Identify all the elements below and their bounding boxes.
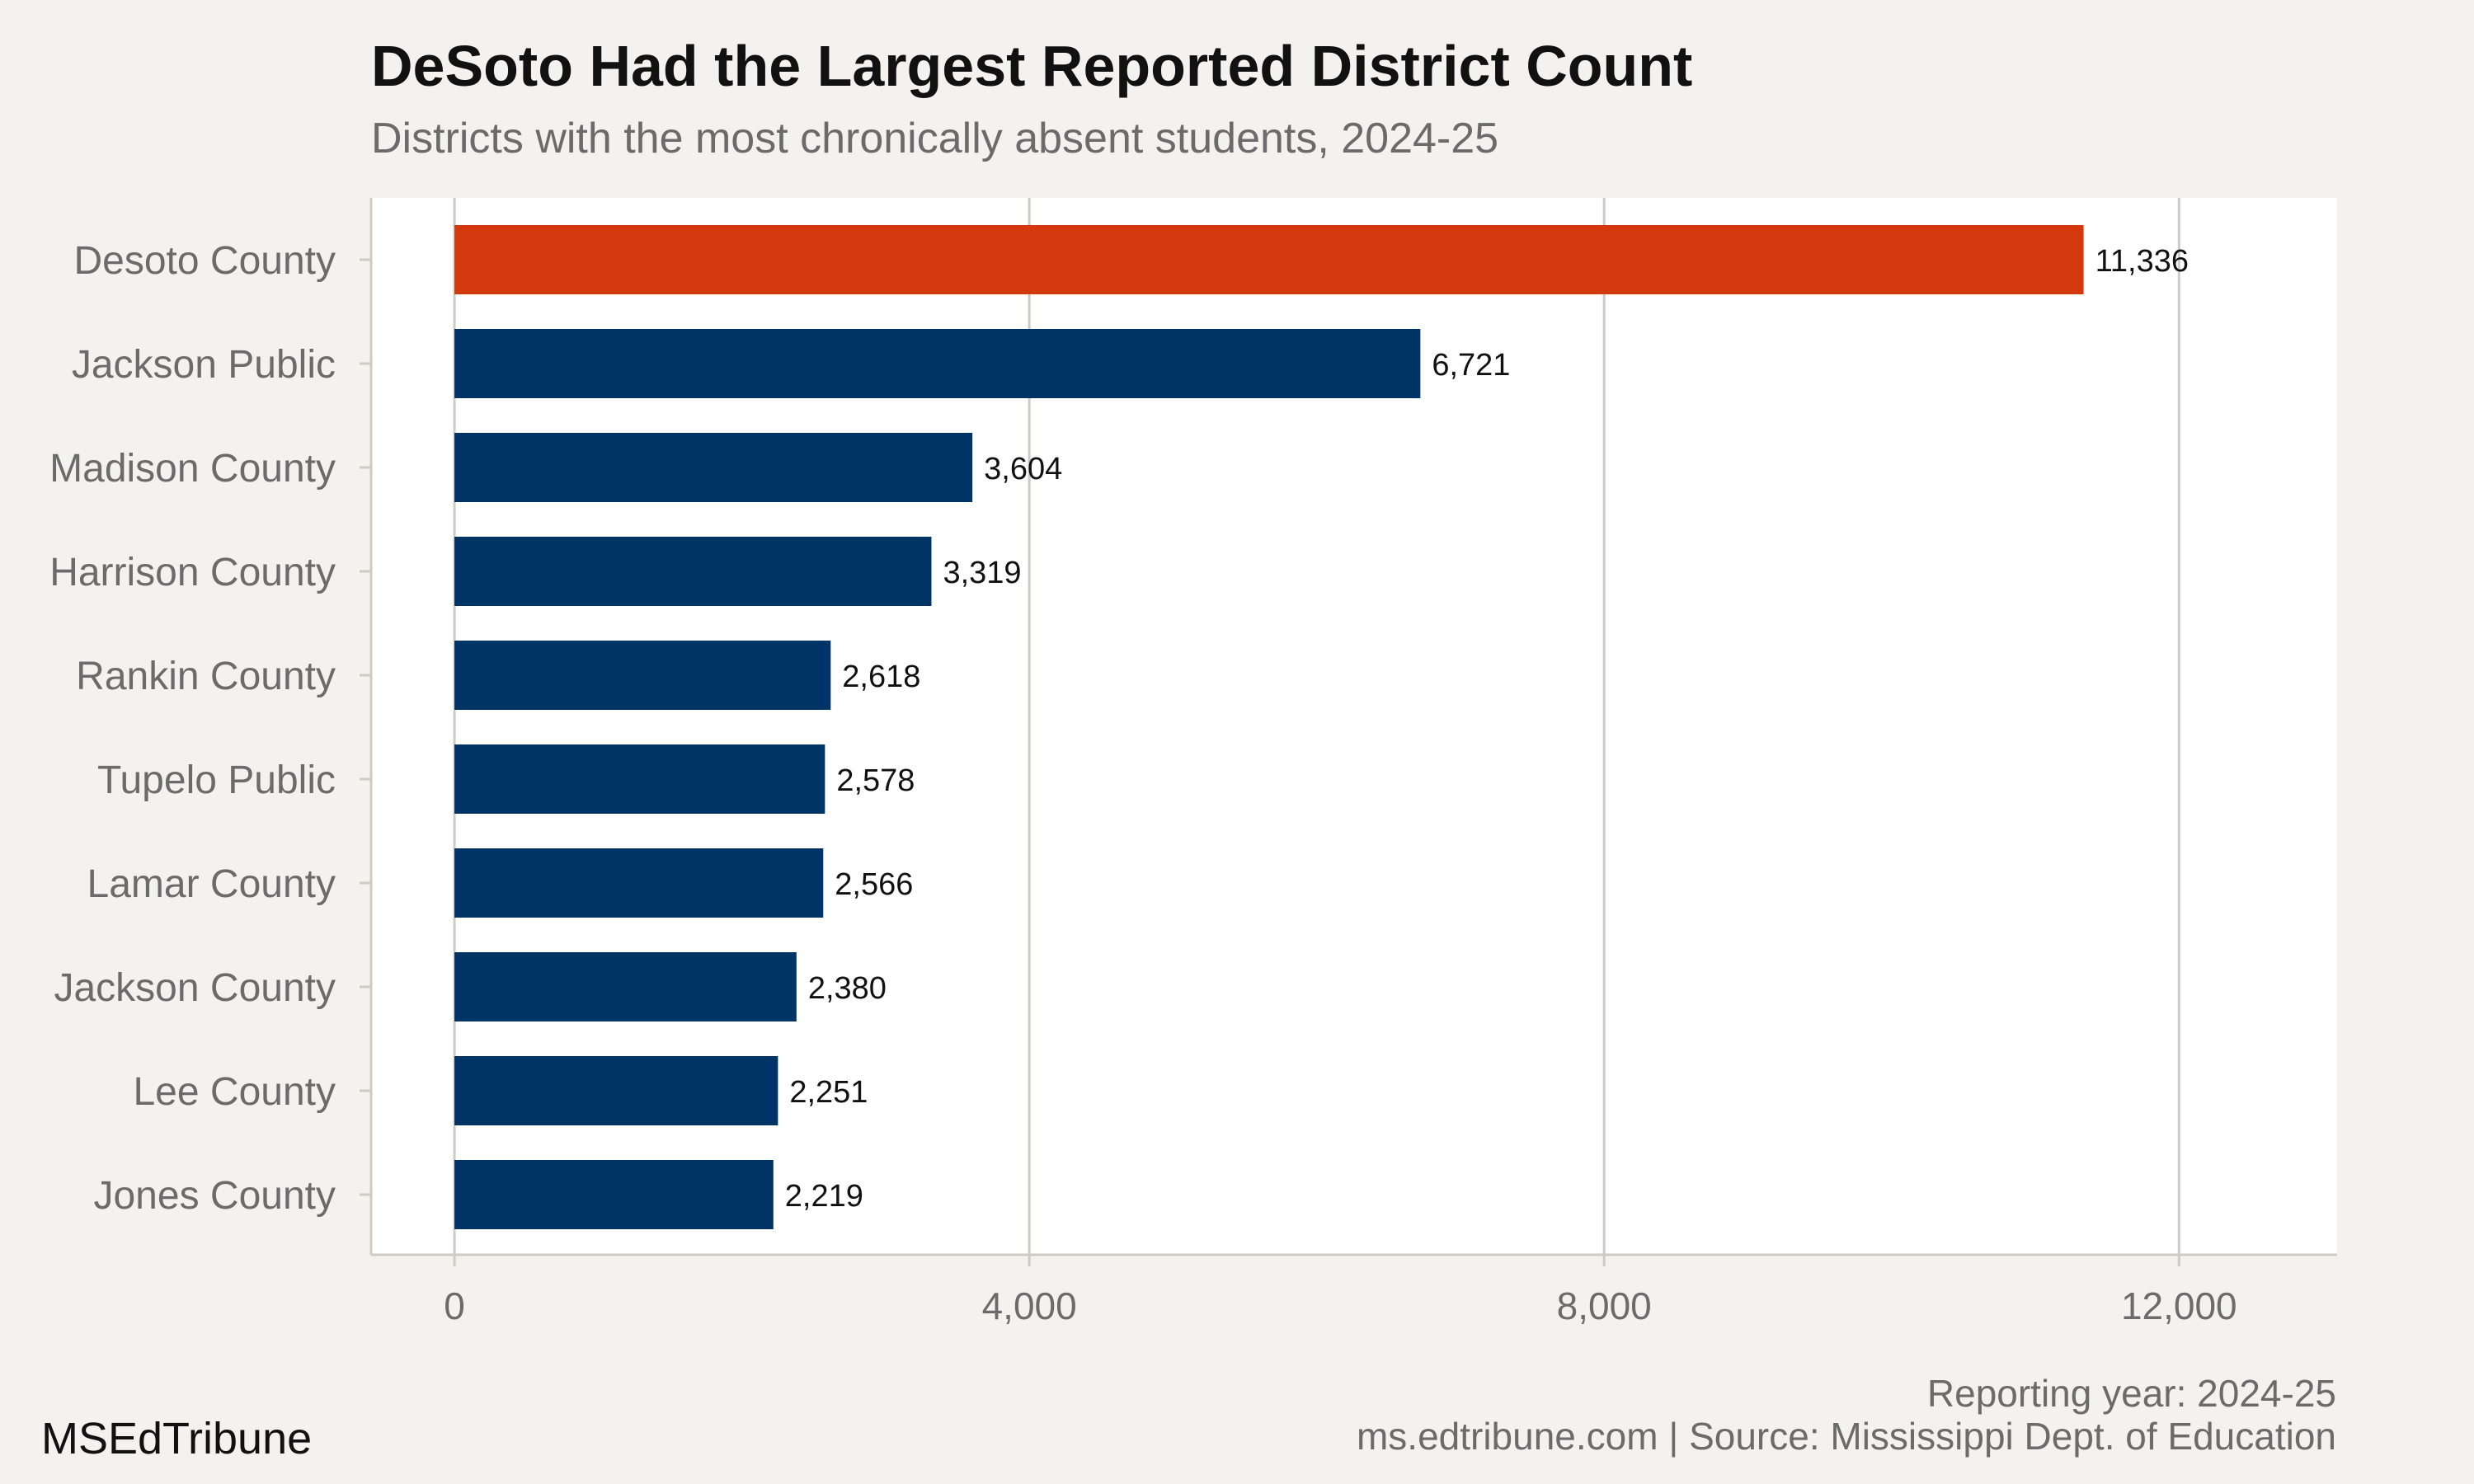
- category-label: Jackson Public: [72, 343, 336, 387]
- bar: [454, 641, 831, 710]
- footer-notes: Reporting year: 2024-25 ms.edtribune.com…: [1357, 1372, 2336, 1458]
- value-label: 2,251: [789, 1075, 868, 1110]
- x-tick-label: 0: [444, 1284, 465, 1327]
- category-label: Madison County: [49, 447, 336, 491]
- bar: [454, 744, 825, 814]
- reporting-year-note: Reporting year: 2024-25: [1926, 1372, 2336, 1415]
- bar: [454, 225, 2084, 294]
- category-label: Desoto County: [73, 239, 336, 283]
- brand-logo-text: MSEdTribune: [41, 1414, 313, 1463]
- bar: [454, 433, 973, 502]
- value-label: 2,380: [808, 971, 887, 1006]
- value-label: 2,566: [835, 867, 913, 902]
- category-label: Rankin County: [76, 655, 336, 698]
- x-tick-label: 4,000: [982, 1284, 1077, 1327]
- bar: [454, 1056, 778, 1125]
- bar: [454, 537, 932, 606]
- x-tick-label: 12,000: [2121, 1284, 2237, 1327]
- chart-subtitle: Districts with the most chronically abse…: [371, 115, 1499, 162]
- value-label: 6,721: [1432, 348, 1510, 383]
- category-label: Harrison County: [49, 551, 336, 594]
- category-label: Lee County: [133, 1070, 336, 1114]
- chart-title: DeSoto Had the Largest Reported District…: [371, 34, 1693, 98]
- source-note: ms.edtribune.com | Source: Mississippi D…: [1356, 1415, 2336, 1458]
- x-tick-label: 8,000: [1557, 1284, 1652, 1327]
- category-label: Lamar County: [87, 862, 336, 906]
- bar: [454, 329, 1421, 398]
- category-label: Jones County: [93, 1174, 336, 1218]
- bar: [454, 848, 824, 918]
- value-label: 2,618: [842, 660, 920, 694]
- value-label: 3,319: [943, 556, 1021, 590]
- value-label: 2,219: [785, 1179, 863, 1214]
- value-label: 3,604: [984, 452, 1062, 486]
- bar: [454, 952, 797, 1021]
- value-label: 11,336: [2095, 244, 2189, 279]
- bar: [454, 1160, 774, 1229]
- value-label: 2,578: [836, 763, 915, 798]
- category-label: Jackson County: [54, 966, 336, 1010]
- category-label: Tupelo Public: [97, 758, 336, 802]
